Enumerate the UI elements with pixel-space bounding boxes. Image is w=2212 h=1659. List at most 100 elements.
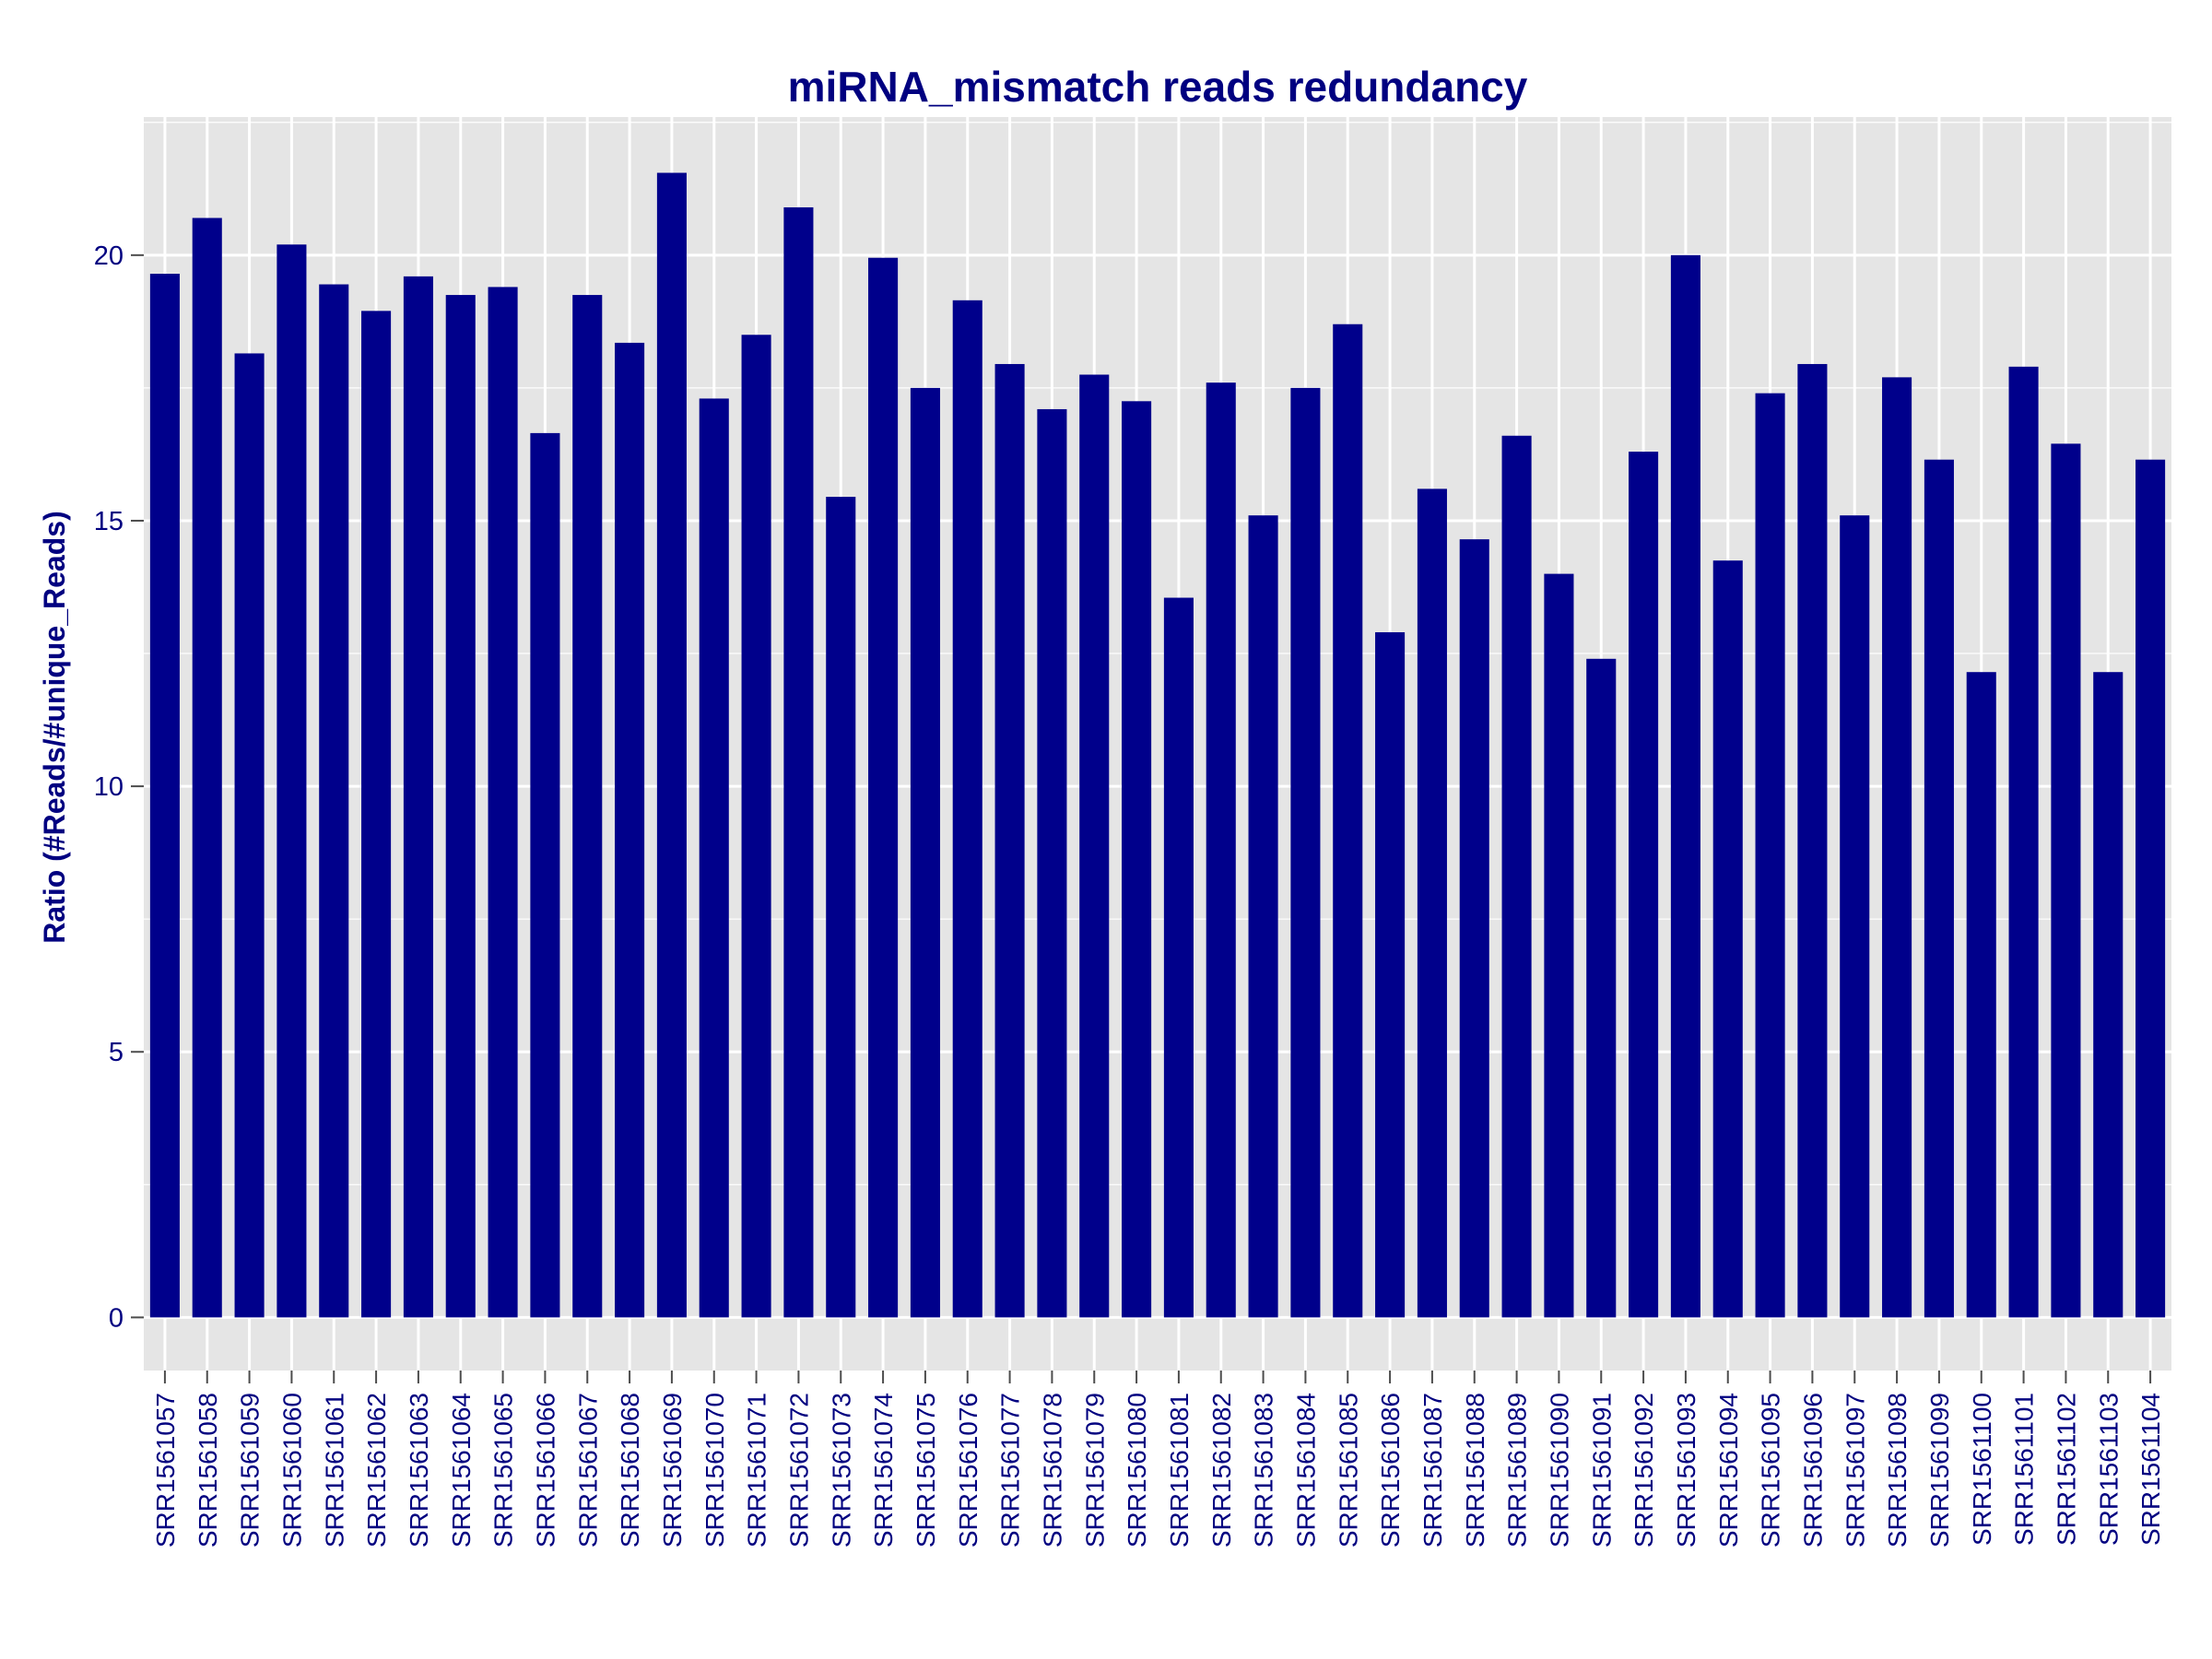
x-tick-label-SRR1561097: SRR1561097 xyxy=(1841,1393,1869,1547)
x-tick-label-SRR1561084: SRR1561084 xyxy=(1291,1393,1320,1547)
bar-SRR1561086 xyxy=(1375,631,1406,1318)
bar-SRR1561094 xyxy=(1712,560,1743,1318)
x-tick-label-SRR1561089: SRR1561089 xyxy=(1503,1393,1532,1547)
bar-SRR1561072 xyxy=(783,206,814,1318)
x-tick-label-SRR1561101: SRR1561101 xyxy=(2010,1393,2039,1546)
x-tick-label-SRR1561085: SRR1561085 xyxy=(1334,1393,1362,1547)
bar-SRR1561081 xyxy=(1163,597,1194,1318)
x-tick-label-SRR1561057: SRR1561057 xyxy=(151,1393,180,1547)
bar-SRR1561101 xyxy=(2008,366,2039,1318)
x-tick-label-SRR1561104: SRR1561104 xyxy=(2136,1393,2165,1546)
x-tick-label-SRR1561075: SRR1561075 xyxy=(912,1393,940,1547)
bar-SRR1561080 xyxy=(1122,401,1152,1318)
x-tick-label-SRR1561098: SRR1561098 xyxy=(1883,1393,1912,1547)
bar-SRR1561097 xyxy=(1840,515,1870,1318)
bar-SRR1561073 xyxy=(826,497,856,1318)
bar-SRR1561070 xyxy=(699,398,729,1318)
bar-SRR1561066 xyxy=(530,432,560,1318)
x-tick-label-SRR1561065: SRR1561065 xyxy=(489,1393,518,1547)
x-tick-label-SRR1561070: SRR1561070 xyxy=(700,1393,729,1547)
x-tick-label-SRR1561068: SRR1561068 xyxy=(616,1393,644,1547)
bar-SRR1561064 xyxy=(445,295,476,1318)
bar-SRR1561059 xyxy=(234,353,265,1318)
bar-SRR1561074 xyxy=(868,257,899,1318)
x-tick-label-SRR1561076: SRR1561076 xyxy=(954,1393,982,1547)
bar-SRR1561096 xyxy=(1797,363,1828,1318)
bar-SRR1561092 xyxy=(1629,452,1659,1318)
x-axis: SRR1561057 SRR1561058 SRR1561059 SRR1561060… xyxy=(151,1371,2165,1547)
x-tick-label-SRR1561093: SRR1561093 xyxy=(1672,1393,1700,1547)
bars xyxy=(149,172,2166,1318)
x-tick-label-SRR1561063: SRR1561063 xyxy=(405,1393,433,1547)
x-tick-label-SRR1561090: SRR1561090 xyxy=(1545,1393,1573,1547)
bar-SRR1561057 xyxy=(149,274,180,1318)
bar-SRR1561098 xyxy=(1882,377,1912,1318)
x-tick-label-SRR1561087: SRR1561087 xyxy=(1418,1393,1447,1547)
x-tick-label-SRR1561074: SRR1561074 xyxy=(869,1393,898,1547)
x-tick-label-SRR1561061: SRR1561061 xyxy=(320,1393,348,1547)
bar-SRR1561079 xyxy=(1079,374,1110,1318)
x-tick-label-SRR1561096: SRR1561096 xyxy=(1798,1393,1827,1547)
chart-title: miRNA_mismatch reads redundancy xyxy=(788,63,1528,111)
y-tick-label-3: 15 xyxy=(94,507,124,536)
bar-SRR1561091 xyxy=(1586,658,1617,1318)
x-tick-label-SRR1561100: SRR1561100 xyxy=(1968,1393,1996,1546)
x-tick-label-SRR1561064: SRR1561064 xyxy=(447,1393,476,1547)
y-tick-label-2: 10 xyxy=(94,772,124,802)
x-tick-label-SRR1561060: SRR1561060 xyxy=(277,1393,306,1547)
y-tick-label-4: 20 xyxy=(94,241,124,271)
x-tick-label-SRR1561082: SRR1561082 xyxy=(1207,1393,1236,1547)
x-tick-label-SRR1561059: SRR1561059 xyxy=(236,1393,265,1547)
bar-SRR1561089 xyxy=(1501,435,1532,1318)
x-tick-label-SRR1561102: SRR1561102 xyxy=(2052,1393,2080,1546)
bar-SRR1561100 xyxy=(1966,672,1996,1318)
bar-SRR1561061 xyxy=(319,284,349,1318)
x-tick-label-SRR1561072: SRR1561072 xyxy=(784,1393,813,1547)
x-tick-label-SRR1561078: SRR1561078 xyxy=(1038,1393,1066,1547)
bar-SRR1561093 xyxy=(1670,254,1700,1318)
x-tick-label-SRR1561083: SRR1561083 xyxy=(1250,1393,1278,1547)
bar-SRR1561071 xyxy=(741,335,771,1318)
x-tick-label-SRR1561071: SRR1561071 xyxy=(743,1393,771,1547)
x-tick-label-SRR1561091: SRR1561091 xyxy=(1587,1393,1616,1547)
bar-SRR1561103 xyxy=(2093,672,2124,1318)
y-tick-label-1: 5 xyxy=(109,1038,124,1067)
x-tick-label-SRR1561081: SRR1561081 xyxy=(1165,1393,1194,1547)
x-tick-label-SRR1561099: SRR1561099 xyxy=(1925,1393,1954,1547)
x-tick-label-SRR1561094: SRR1561094 xyxy=(1714,1393,1743,1547)
bar-SRR1561083 xyxy=(1248,515,1278,1318)
x-tick-label-SRR1561103: SRR1561103 xyxy=(2094,1393,2123,1546)
y-axis: 0 5 10 15 20 xyxy=(94,241,144,1333)
x-tick-label-SRR1561088: SRR1561088 xyxy=(1461,1393,1489,1547)
bar-SRR1561075 xyxy=(910,387,940,1318)
y-axis-label: Ratio (#Reads/#unique_Reads) xyxy=(38,511,71,943)
bar-SRR1561062 xyxy=(361,311,392,1318)
bar-SRR1561102 xyxy=(2051,443,2081,1318)
bar-SRR1561063 xyxy=(403,276,433,1318)
x-tick-label-SRR1561067: SRR1561067 xyxy=(573,1393,602,1547)
bar-SRR1561088 xyxy=(1459,539,1489,1318)
bar-SRR1561104 xyxy=(2136,459,2166,1318)
y-tick-label-0: 0 xyxy=(109,1303,124,1333)
bar-SRR1561078 xyxy=(1037,408,1067,1318)
bar-SRR1561065 xyxy=(488,287,518,1318)
x-tick-label-SRR1561058: SRR1561058 xyxy=(194,1393,222,1547)
bar-SRR1561077 xyxy=(994,363,1025,1318)
bar-SRR1561087 xyxy=(1417,488,1447,1318)
x-tick-label-SRR1561069: SRR1561069 xyxy=(658,1393,687,1547)
plot-panel xyxy=(144,117,2171,1371)
x-tick-label-SRR1561080: SRR1561080 xyxy=(1123,1393,1151,1547)
x-tick-label-SRR1561092: SRR1561092 xyxy=(1630,1393,1658,1547)
bar-SRR1561099 xyxy=(1924,459,1954,1318)
bar-SRR1561076 xyxy=(952,300,982,1318)
bar-SRR1561082 xyxy=(1206,382,1236,1318)
x-tick-label-SRR1561073: SRR1561073 xyxy=(827,1393,855,1547)
x-tick-label-SRR1561066: SRR1561066 xyxy=(531,1393,559,1547)
x-tick-label-SRR1561077: SRR1561077 xyxy=(996,1393,1025,1547)
bar-SRR1561058 xyxy=(192,218,222,1318)
x-tick-label-SRR1561062: SRR1561062 xyxy=(362,1393,391,1547)
bar-SRR1561084 xyxy=(1290,387,1321,1318)
bar-SRR1561067 xyxy=(572,295,603,1318)
bar-SRR1561069 xyxy=(656,172,687,1318)
